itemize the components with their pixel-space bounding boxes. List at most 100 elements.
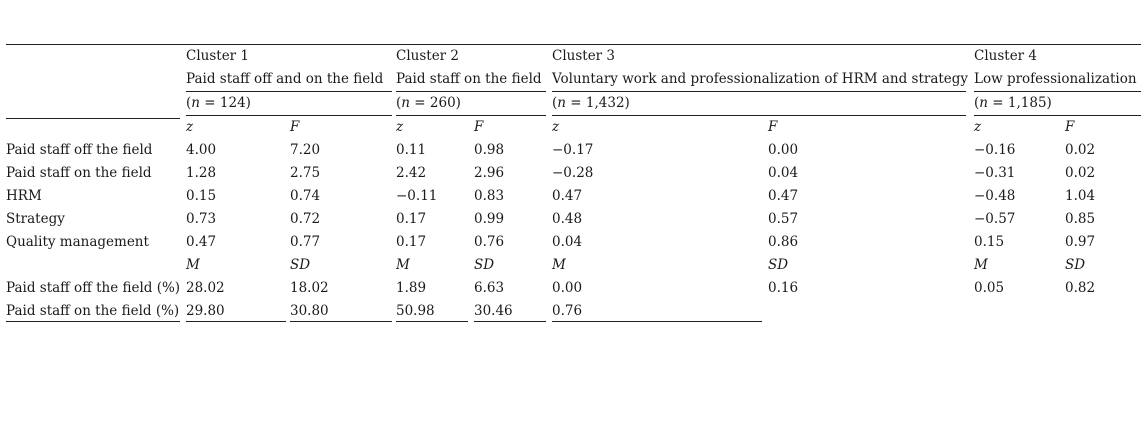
table-cell: 0.98 xyxy=(474,142,505,158)
table-cell: 0.73 xyxy=(186,211,217,227)
mean-header: M xyxy=(396,257,410,273)
table-cell: 0.04 xyxy=(768,165,799,181)
cluster-sample-size: (n = 260) xyxy=(396,95,461,111)
table-cell: 6.63 xyxy=(474,280,505,296)
sample-size-part: ( xyxy=(552,95,558,111)
z-score-header: z xyxy=(186,119,194,135)
table-cell: 0.16 xyxy=(768,280,799,296)
sd-header: SD xyxy=(474,257,495,273)
cluster-sample-size: (n = 1,185) xyxy=(974,95,1052,111)
top-rule xyxy=(6,44,1141,45)
row-label: Strategy xyxy=(6,211,65,227)
cluster-1-rule xyxy=(186,91,392,92)
table-cell: 0.97 xyxy=(1065,234,1096,250)
sample-size-part: = xyxy=(409,95,430,111)
sample-size-part: ( xyxy=(396,95,402,111)
mean-header: M xyxy=(186,257,200,273)
table-cell: 4.00 xyxy=(186,142,217,158)
sd-header: SD xyxy=(768,257,789,273)
table-cell: 1.89 xyxy=(396,280,427,296)
sample-size-part: n xyxy=(979,95,988,111)
f-value-header: F xyxy=(1065,119,1075,135)
row-label: Paid staff on the field (%) xyxy=(6,303,180,319)
n-rule-1 xyxy=(186,115,392,116)
table-cell: 0.00 xyxy=(552,280,583,296)
sample-size-part: 260 xyxy=(429,95,456,111)
table-cell: 50.98 xyxy=(396,303,435,319)
table-cell: 0.74 xyxy=(290,188,321,204)
cluster-sample-size: (n = 1,432) xyxy=(552,95,630,111)
n-rule-3 xyxy=(552,115,966,116)
cluster-sample-size: (n = 124) xyxy=(186,95,251,111)
table-cell: −0.17 xyxy=(552,142,594,158)
table-cell: 0.72 xyxy=(290,211,321,227)
z-score-header: z xyxy=(974,119,982,135)
cluster-label: Cluster 1 xyxy=(186,48,250,64)
table-cell: 0.05 xyxy=(974,280,1005,296)
table-cell: −0.16 xyxy=(974,142,1016,158)
cluster-2-rule xyxy=(396,91,546,92)
table-cell: 29.80 xyxy=(186,303,225,319)
n-rule-2 xyxy=(396,115,546,116)
table-cell: 0.02 xyxy=(1065,142,1096,158)
sample-size-part: = xyxy=(199,95,220,111)
table-cell: 0.04 xyxy=(552,234,583,250)
table-cell: 0.48 xyxy=(552,211,583,227)
sample-size-part: ) xyxy=(455,95,461,111)
sample-size-part: ) xyxy=(1046,95,1052,111)
sample-size-part: ) xyxy=(245,95,251,111)
table-cell: 0.86 xyxy=(768,234,799,250)
mean-header: M xyxy=(974,257,988,273)
bottom-rule-5 xyxy=(552,321,762,322)
table-cell: 0.85 xyxy=(1065,211,1096,227)
table-cell: 0.76 xyxy=(474,234,505,250)
table-cell: 0.15 xyxy=(186,188,217,204)
z-score-header: z xyxy=(396,119,404,135)
table-cell: −0.11 xyxy=(396,188,438,204)
row-label: Paid staff off the field (%) xyxy=(6,280,181,296)
table-cell: 0.15 xyxy=(974,234,1005,250)
n-rule-4 xyxy=(974,115,1141,116)
table-cell: 0.47 xyxy=(186,234,217,250)
f-value-header: F xyxy=(474,119,484,135)
bottom-rule-3 xyxy=(396,321,468,322)
table-cell: 7.20 xyxy=(290,142,321,158)
sd-header: SD xyxy=(290,257,311,273)
table-cell: 2.42 xyxy=(396,165,427,181)
sample-size-part: 1,185 xyxy=(1007,95,1047,111)
sample-size-part: n xyxy=(557,95,566,111)
table-cell: 0.02 xyxy=(1065,165,1096,181)
sample-size-part: n xyxy=(401,95,410,111)
table-cell: 0.77 xyxy=(290,234,321,250)
cluster-name: Paid staff on the field xyxy=(396,71,542,87)
table-cell: −0.48 xyxy=(974,188,1016,204)
bottom-rule-1 xyxy=(186,321,286,322)
cluster-label: Cluster 2 xyxy=(396,48,460,64)
table-cell: 0.11 xyxy=(396,142,427,158)
table-cell: 28.02 xyxy=(186,280,225,296)
table-cell: 0.17 xyxy=(396,234,427,250)
table-cell: 0.17 xyxy=(396,211,427,227)
sd-header: SD xyxy=(1065,257,1086,273)
sample-size-part: ( xyxy=(186,95,192,111)
cluster-name: Paid staff off and on the field xyxy=(186,71,384,87)
bottom-rule-4 xyxy=(474,321,546,322)
bottom-rule-stub xyxy=(6,321,180,322)
table-cell: −0.57 xyxy=(974,211,1016,227)
table-cell: 0.47 xyxy=(768,188,799,204)
cluster-4-rule xyxy=(974,91,1141,92)
mean-header: M xyxy=(552,257,566,273)
cluster-name: Voluntary work and professionalization o… xyxy=(552,71,969,87)
table-cell: 0.82 xyxy=(1065,280,1096,296)
bottom-rule-2 xyxy=(290,321,392,322)
table-cell: −0.31 xyxy=(974,165,1016,181)
table-cell: 0.83 xyxy=(474,188,505,204)
table-cell: 0.99 xyxy=(474,211,505,227)
table-cell: 1.28 xyxy=(186,165,217,181)
table-cell: 2.75 xyxy=(290,165,321,181)
sample-size-part: ( xyxy=(974,95,980,111)
cluster-name: Low professionalization xyxy=(974,71,1137,87)
table-cell: 1.04 xyxy=(1065,188,1096,204)
row-label: HRM xyxy=(6,188,42,204)
table-cell: −0.28 xyxy=(552,165,594,181)
